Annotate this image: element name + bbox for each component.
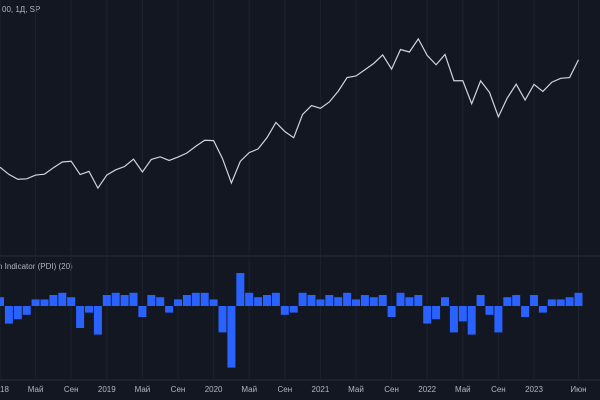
indicator-bar xyxy=(22,306,31,315)
indicator-bar xyxy=(369,297,378,306)
x-tick-label: Май xyxy=(455,385,471,394)
indicator-bar xyxy=(138,306,147,317)
indicator-bar xyxy=(76,306,85,328)
x-tick-label: 2023 xyxy=(525,385,543,394)
x-tick-label: Сен xyxy=(277,385,292,394)
x-tick-label: Май xyxy=(28,385,44,394)
indicator-bar xyxy=(129,292,138,306)
indicator-bar xyxy=(271,292,280,306)
indicator-bar xyxy=(405,297,414,306)
indicator-bar xyxy=(494,306,503,333)
indicator-bar xyxy=(485,306,494,315)
x-tick-label: Май xyxy=(348,385,364,394)
indicator-bar xyxy=(147,295,156,306)
indicator-bar xyxy=(280,306,289,315)
indicator-bar xyxy=(538,306,547,313)
x-tick-label: 2020 xyxy=(205,385,223,394)
price-line xyxy=(0,37,580,190)
indicator-bar xyxy=(343,292,352,306)
indicator-bar xyxy=(209,299,218,306)
indicator-bar xyxy=(396,292,405,306)
indicator-bar xyxy=(521,306,530,317)
indicator-bar xyxy=(351,299,361,306)
x-tick-label: 2019 xyxy=(98,385,116,394)
indicator-bar xyxy=(503,297,512,306)
indicator-bar xyxy=(565,297,574,306)
indicator-bar xyxy=(467,306,476,335)
indicator-bar xyxy=(173,299,183,306)
indicator-bar xyxy=(13,306,22,320)
indicator-bar xyxy=(49,295,58,306)
indicator-bar xyxy=(31,299,40,306)
x-tick-label: Сен xyxy=(491,385,506,394)
indicator-bar xyxy=(40,299,49,306)
indicator-bar xyxy=(512,295,521,306)
indicator-bar xyxy=(111,292,120,306)
indicator-bar xyxy=(236,273,245,306)
x-tick-label: Май xyxy=(135,385,151,394)
indicator-bar xyxy=(423,306,432,324)
indicator-bar xyxy=(529,295,539,306)
indicator-bar xyxy=(432,306,441,320)
indicator-bar xyxy=(245,292,254,306)
x-tick-label: Сен xyxy=(384,385,399,394)
x-tick-label: Май xyxy=(241,385,257,394)
x-tick-label: 2022 xyxy=(418,385,436,394)
indicator-bar xyxy=(218,306,227,333)
x-tick-label: Сен xyxy=(171,385,186,394)
indicator-bar xyxy=(200,292,209,306)
indicator-bar xyxy=(156,297,165,306)
indicator-bar xyxy=(84,306,94,313)
indicator-bar xyxy=(165,306,174,313)
indicator-bar xyxy=(262,295,272,306)
indicator-bar xyxy=(182,295,191,306)
indicator-bar xyxy=(227,306,236,368)
x-tick-label: 2021 xyxy=(312,385,330,394)
indicator-bar xyxy=(378,295,387,306)
indicator-bar xyxy=(574,292,583,306)
indicator-bar xyxy=(307,295,316,306)
chart-title: 00, 1Д, SP xyxy=(2,5,40,14)
x-tick-label: Июн xyxy=(570,385,586,394)
indicator-bar xyxy=(298,292,307,306)
indicator-bar xyxy=(325,295,334,306)
indicator-bar xyxy=(120,295,129,306)
indicator-bar xyxy=(387,306,396,317)
indicator-bar xyxy=(316,299,325,306)
indicator-bar xyxy=(289,306,298,313)
indicator-bar xyxy=(440,297,450,306)
indicator-label: n Indicator (PDI) (20) xyxy=(0,262,73,271)
indicator-bar xyxy=(360,295,369,306)
x-tick-label: 2018 xyxy=(0,385,9,394)
indicator-bar xyxy=(414,295,423,306)
indicator-bar xyxy=(547,299,556,306)
indicator-bar xyxy=(476,295,485,306)
indicator-bar xyxy=(0,297,5,306)
indicator-bar xyxy=(67,297,76,306)
indicator-bar xyxy=(334,297,343,306)
indicator-bar xyxy=(254,297,263,306)
indicator-bar xyxy=(4,306,13,324)
indicator-bar xyxy=(93,306,102,335)
indicator-bar xyxy=(191,292,200,306)
x-tick-label: Сен xyxy=(64,385,79,394)
indicator-bar xyxy=(58,292,67,306)
indicator-bar xyxy=(458,306,467,322)
indicator-bar xyxy=(449,306,458,333)
indicator-bar xyxy=(556,299,565,306)
indicator-bar xyxy=(102,295,111,306)
